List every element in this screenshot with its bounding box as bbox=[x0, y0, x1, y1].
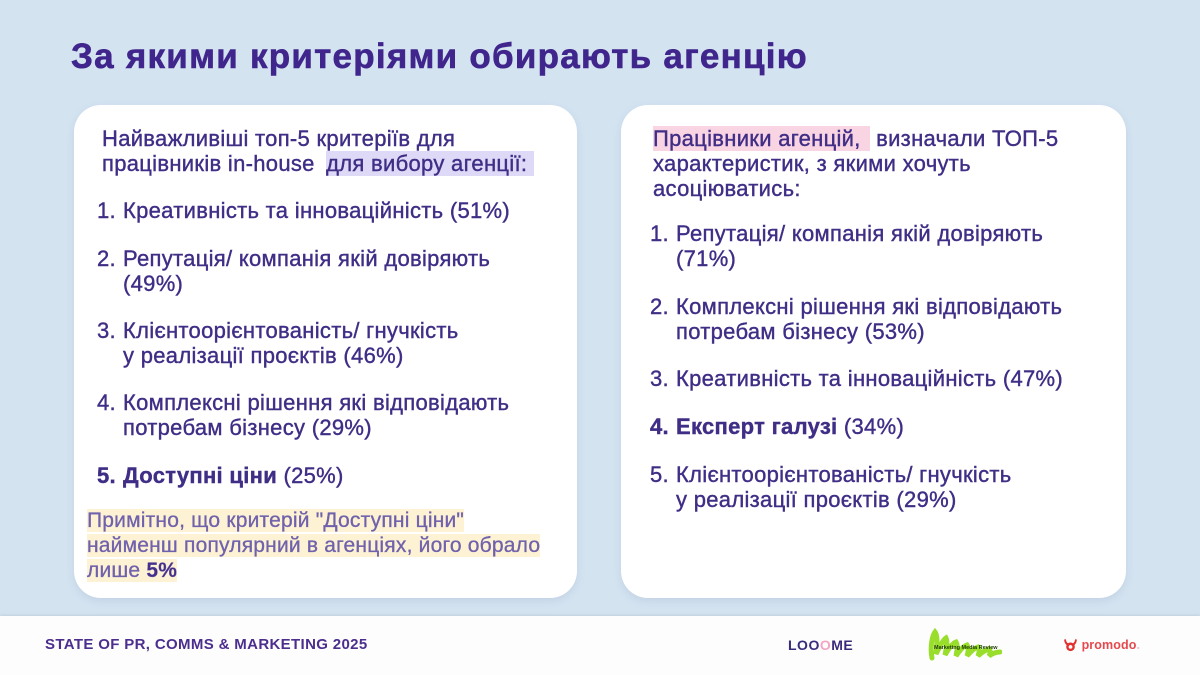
svg-text:Marketing Media Review: Marketing Media Review bbox=[934, 645, 998, 651]
